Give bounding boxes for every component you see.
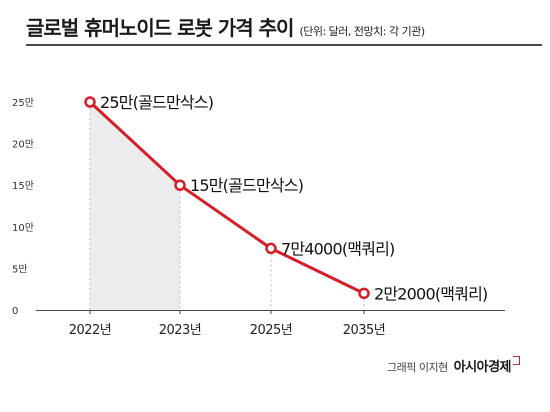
x-tick-label: 2025년	[250, 323, 293, 338]
point-layer	[84, 96, 370, 300]
y-tick-label: 25만	[12, 97, 34, 109]
series-line	[88, 100, 365, 295]
line-layer	[88, 100, 365, 295]
area-layer	[89, 102, 365, 310]
chart-header: 글로벌 휴머노이드 로봇 가격 추이 (단위: 달러, 전망치: 각 기관)	[26, 12, 546, 41]
chart-title: 글로벌 휴머노이드 로봇 가격 추이	[26, 16, 294, 40]
data-point	[358, 287, 370, 300]
brand-name: 아시아경제	[453, 360, 512, 375]
y-tick-label: 20만	[12, 139, 34, 151]
x-tick-label: 2022년	[69, 323, 112, 338]
x-tick-label: 2035년	[343, 323, 386, 338]
data-point	[84, 96, 96, 108]
data-label: 7만4000(맥쿼리)	[281, 239, 394, 258]
data-label: 25만(골드만삭스)	[100, 93, 213, 112]
data-label: 2만2000(맥쿼리)	[374, 284, 487, 303]
y-tick-label: 15만	[12, 180, 34, 192]
y-tick-label: 10만	[12, 222, 34, 234]
data-point	[265, 242, 277, 255]
footer-credit: 그래픽 이지현 아시아경제	[387, 356, 520, 375]
label-layer: 25만(골드만삭스) 15만(골드만삭스) 7만4000(맥쿼리) 2만2000(맥쿼…	[100, 93, 488, 303]
y-tick-label: 5만	[12, 263, 28, 275]
brand-mark-icon	[513, 356, 520, 365]
x-tick-label: 2023년	[159, 323, 202, 338]
y-tick-label: 0	[12, 306, 18, 317]
data-point	[174, 179, 186, 191]
data-label: 15만(골드만삭스)	[190, 176, 303, 195]
graphic-credit: 그래픽 이지현	[386, 361, 448, 374]
shaded-area	[90, 102, 180, 310]
unit-note: (단위: 달러, 전망치: 각 기관)	[299, 25, 425, 38]
axis-layer: 0 5만 10만 15만 20만 25만 2022년 2023년 2025년 2035년	[12, 97, 505, 338]
header-rule	[26, 44, 542, 46]
